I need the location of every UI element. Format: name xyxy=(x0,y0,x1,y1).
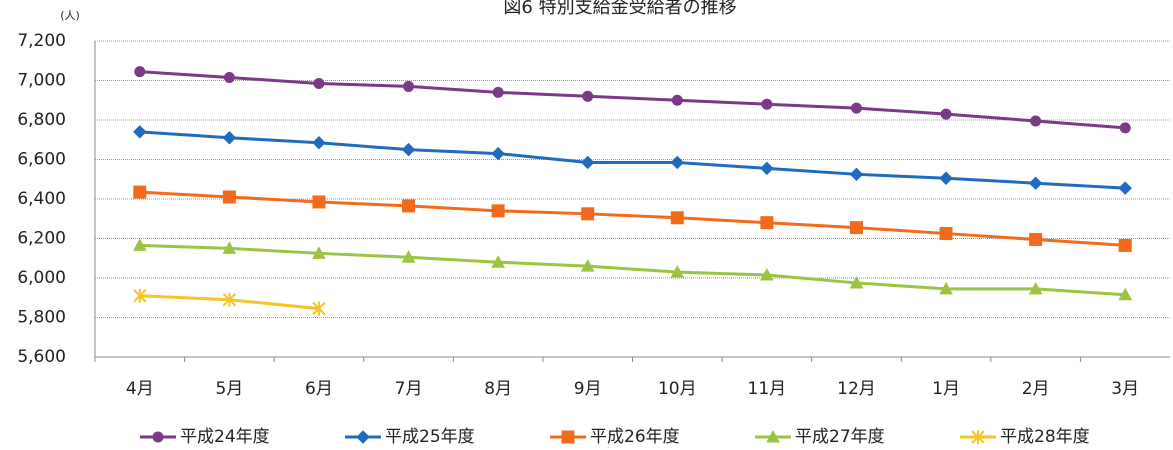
marker xyxy=(222,292,237,307)
marker xyxy=(939,227,953,241)
marker xyxy=(312,136,326,150)
marker xyxy=(312,301,326,316)
marker xyxy=(313,77,325,89)
y-tick-label: 7,000 xyxy=(17,71,66,91)
marker xyxy=(403,80,415,92)
marker xyxy=(132,238,147,251)
marker xyxy=(1118,238,1132,252)
series xyxy=(133,288,326,316)
x-tick-label: 9月 xyxy=(574,379,602,399)
marker xyxy=(222,131,237,145)
marker xyxy=(671,94,683,106)
x-tick-label: 10月 xyxy=(658,379,697,399)
marker xyxy=(1028,176,1043,190)
legend-label: 平成24年度 xyxy=(180,427,270,447)
x-tick-label: 2月 xyxy=(1022,379,1050,399)
marker xyxy=(402,199,416,213)
marker xyxy=(1028,281,1043,295)
marker xyxy=(760,267,774,281)
y-tick-label: 5,600 xyxy=(17,347,66,367)
marker xyxy=(401,250,416,263)
y-tick-label: 6,000 xyxy=(17,268,66,288)
marker xyxy=(939,171,953,185)
marker xyxy=(760,161,774,176)
marker xyxy=(581,155,595,170)
marker xyxy=(670,211,684,225)
series xyxy=(134,66,1131,134)
marker xyxy=(761,98,773,110)
marker xyxy=(1029,232,1043,246)
marker xyxy=(1118,287,1133,301)
marker xyxy=(1030,115,1042,127)
marker xyxy=(580,259,595,272)
y-tick-label: 7,200 xyxy=(17,31,66,51)
marker xyxy=(940,108,952,120)
x-tick-label: 1月 xyxy=(932,379,960,399)
marker xyxy=(1119,122,1131,134)
x-tick-label: 6月 xyxy=(305,379,333,399)
marker xyxy=(581,207,595,221)
legend-label: 平成28年度 xyxy=(1000,427,1090,447)
marker xyxy=(491,255,505,268)
marker xyxy=(939,281,953,295)
marker xyxy=(133,185,147,199)
marker xyxy=(223,72,235,84)
series-line xyxy=(139,70,1126,130)
marker xyxy=(312,246,326,259)
x-tick-label: 5月 xyxy=(215,379,243,399)
series xyxy=(133,125,1132,195)
legend-marker xyxy=(766,429,780,443)
y-tick-label: 6,600 xyxy=(17,150,66,170)
x-tick-label: 8月 xyxy=(484,379,512,399)
y-tick-label: 6,200 xyxy=(17,229,66,249)
marker xyxy=(133,288,147,303)
legend-marker xyxy=(356,430,370,444)
marker xyxy=(670,265,685,278)
legend-label: 平成27年度 xyxy=(795,427,885,447)
marker xyxy=(491,204,505,218)
marker xyxy=(1118,181,1132,195)
x-tick-label: 11月 xyxy=(748,379,787,399)
marker xyxy=(491,146,505,161)
marker xyxy=(222,190,236,204)
x-tick-label: 4月 xyxy=(126,379,154,399)
chart-title: 図6 特別支給金受給者の推移 xyxy=(503,0,736,18)
marker xyxy=(312,195,326,209)
y-tick-label: 6,800 xyxy=(17,110,66,130)
marker xyxy=(849,167,864,182)
legend-marker xyxy=(561,430,575,444)
x-tick-label: 3月 xyxy=(1111,379,1139,399)
y-unit: (人) xyxy=(60,9,80,22)
x-tick-label: 12月 xyxy=(837,379,876,399)
marker xyxy=(670,155,684,170)
marker xyxy=(401,142,416,157)
x-tick-label: 7月 xyxy=(395,379,423,399)
marker xyxy=(849,275,864,289)
marker xyxy=(850,102,862,114)
marker xyxy=(492,86,504,98)
legend-label: 平成25年度 xyxy=(385,427,475,447)
marker xyxy=(760,216,774,230)
marker xyxy=(133,125,147,139)
y-tick-label: 5,800 xyxy=(17,308,66,328)
series-line xyxy=(139,190,1126,247)
marker xyxy=(134,66,146,78)
legend-marker xyxy=(971,430,985,444)
marker xyxy=(582,90,594,102)
series xyxy=(133,185,1132,252)
series-line xyxy=(139,130,1126,190)
series xyxy=(132,238,1133,301)
marker xyxy=(222,241,237,254)
legend-marker xyxy=(152,431,164,443)
series-line xyxy=(139,243,1126,297)
legend-label: 平成26年度 xyxy=(590,427,680,447)
marker xyxy=(849,221,863,235)
y-tick-label: 6,400 xyxy=(17,189,66,209)
